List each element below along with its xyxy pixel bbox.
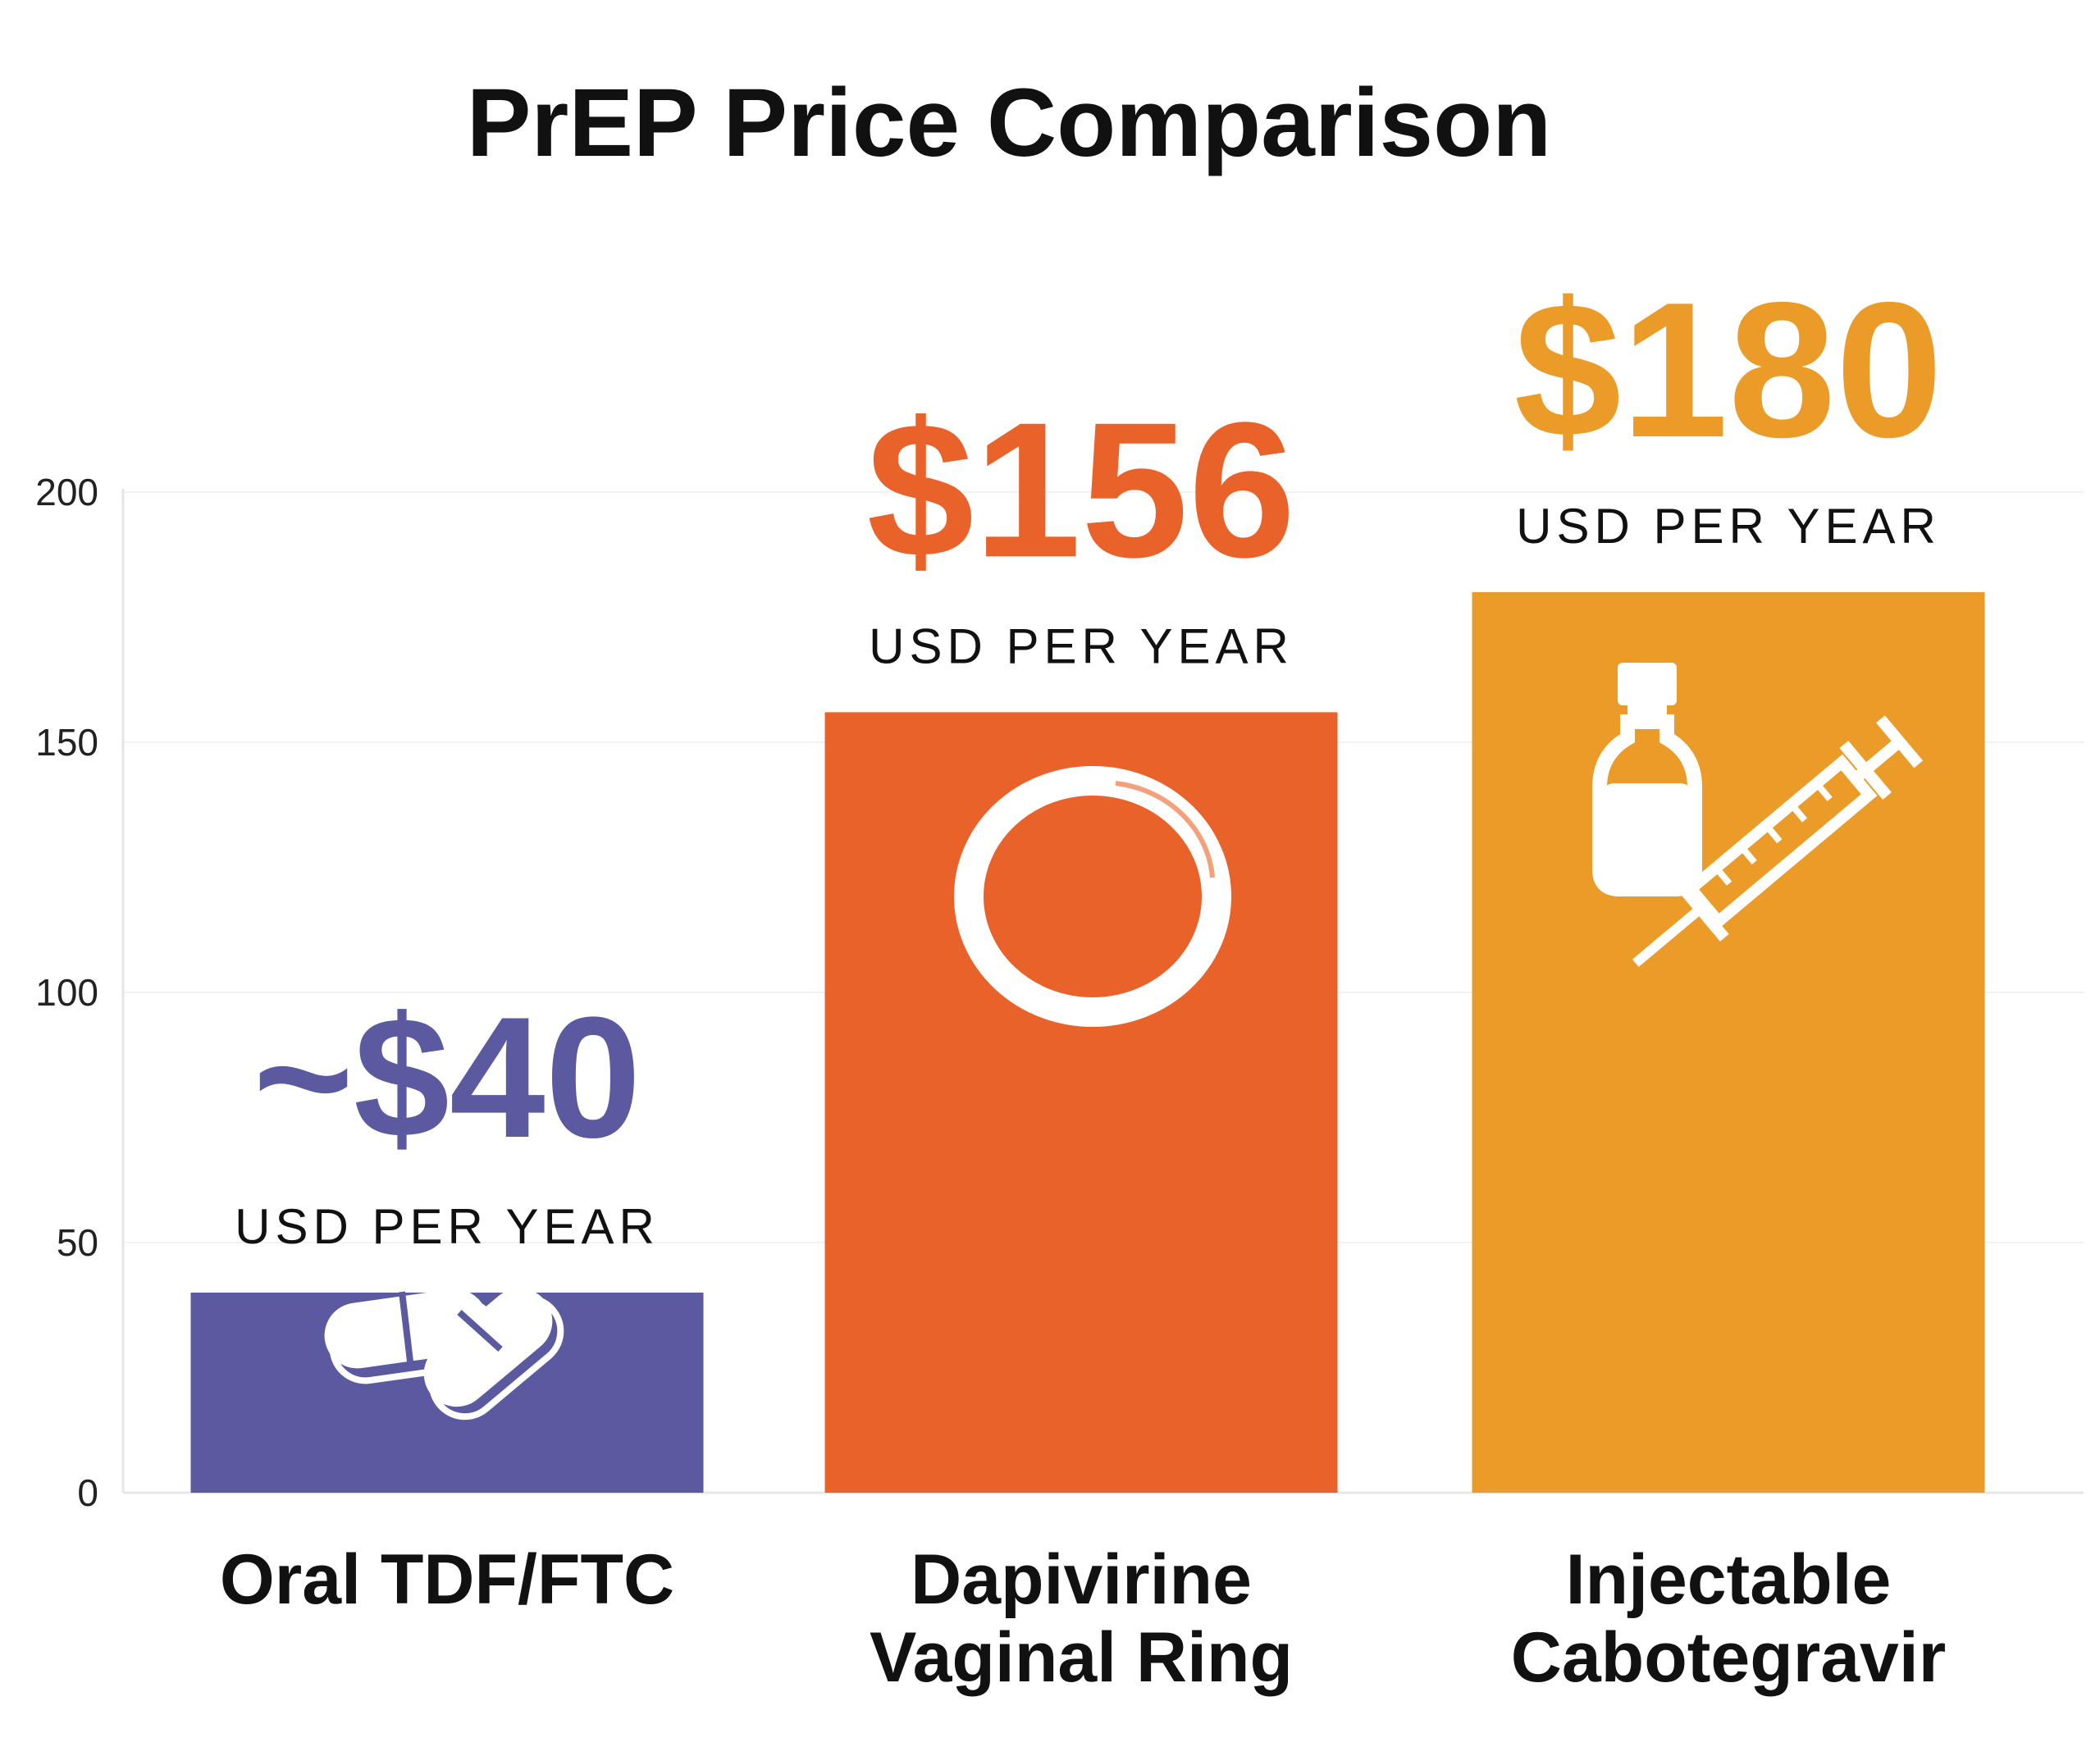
syringe-needle <box>1632 905 1704 967</box>
vial-syringe-icon <box>1592 663 1924 967</box>
chart-title: PrEP Price Comparison <box>467 69 1552 177</box>
unit-label: USD PER YEAR <box>869 618 1294 673</box>
syringe-thumb <box>1876 715 1924 769</box>
bars <box>190 592 1985 1493</box>
syringe-tick <box>1814 781 1833 801</box>
y-tick-label: 150 <box>35 721 98 764</box>
tablet <box>423 1288 553 1407</box>
y-tick-label: 0 <box>77 1471 98 1514</box>
value-label: $156 <box>867 381 1296 597</box>
syringe-tick <box>1788 802 1808 823</box>
value-label: $180 <box>1514 262 1943 477</box>
y-tick-label: 50 <box>57 1221 98 1264</box>
syringe-flange <box>1839 741 1892 800</box>
category-label: Dapivirine <box>911 1540 1252 1619</box>
y-tick-label: 100 <box>35 971 98 1014</box>
syringe-tick <box>1713 865 1732 886</box>
value-label: ~$40 <box>253 981 641 1174</box>
category-label: Cabotegravir <box>1511 1618 1947 1697</box>
labels: ~$40 USD PER YEAR Oral TDF/FTC $156 USD PER … <box>220 262 1946 1697</box>
ring-highlight <box>1115 781 1215 878</box>
syringe-tick <box>1764 823 1783 844</box>
unit-label: USD PER YEAR <box>235 1199 660 1254</box>
vial-liquid <box>1600 783 1695 889</box>
vaginal-ring-icon <box>954 766 1231 1027</box>
capsule-seam <box>399 1291 413 1362</box>
bar-2 <box>824 712 1338 1493</box>
unit-label: USD PER YEAR <box>1516 499 1941 554</box>
category-label: Vaginal Ring <box>870 1618 1293 1697</box>
pills-icon <box>324 1288 564 1421</box>
syringe <box>1632 715 1924 967</box>
category-label: Oral TDF/FTC <box>220 1540 674 1619</box>
bar-3 <box>1472 592 1985 1493</box>
ring <box>954 766 1231 1027</box>
y-tick-label: 200 <box>35 471 98 513</box>
icons <box>324 663 1924 1421</box>
vial-cap <box>1618 663 1677 705</box>
tablet-seam <box>457 1310 503 1352</box>
syringe-tick <box>1738 844 1757 864</box>
category-label: Injectable <box>1566 1540 1892 1619</box>
